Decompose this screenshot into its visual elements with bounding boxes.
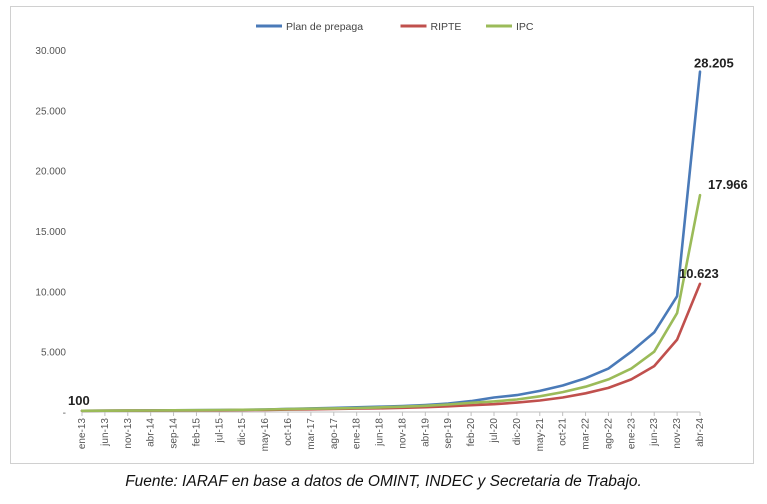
y-tick-label: 10.000	[35, 287, 66, 298]
x-tick-label: ago-17	[329, 418, 340, 450]
x-tick-label: dic-20	[512, 418, 523, 446]
x-tick-label: nov-18	[397, 418, 408, 449]
x-tick-label: jun-23	[649, 418, 660, 447]
y-tick-label: 5.000	[41, 348, 66, 359]
x-tick-label: ago-22	[603, 418, 614, 450]
x-tick-label: feb-15	[191, 418, 202, 447]
series-line-plan-de-prepaga	[80, 70, 702, 413]
x-tick-label: jun-13	[100, 418, 111, 447]
x-tick-label: ene-13	[77, 418, 88, 450]
x-tick-label: dic-15	[237, 418, 248, 446]
end-value-label: 17.966	[708, 177, 748, 192]
x-tick-label: mar-22	[581, 418, 592, 450]
series-line-ipc	[80, 193, 702, 413]
x-tick-label: may-16	[260, 418, 271, 452]
x-tick-label: ene-23	[626, 418, 637, 450]
x-tick-label: mar-17	[306, 418, 317, 450]
x-tick-label: jul-15	[214, 418, 225, 444]
x-tick-label: oct-21	[558, 418, 569, 446]
end-value-label: 10.623	[679, 266, 719, 281]
x-tick-label: abr-14	[146, 418, 157, 447]
x-tick-label: may-21	[535, 418, 546, 452]
y-tick-label: 20.000	[35, 167, 66, 178]
x-tick-label: nov-23	[672, 418, 683, 449]
x-tick-label: abr-24	[695, 418, 706, 447]
x-tick-label: abr-19	[420, 418, 431, 447]
y-tick-label: 30.000	[35, 46, 66, 57]
series-line-ripte	[80, 282, 702, 413]
legend-label: RIPTE	[431, 21, 462, 33]
legend-label: IPC	[516, 21, 534, 33]
x-tick-label: sep-14	[169, 418, 180, 449]
x-tick-label: nov-13	[123, 418, 134, 449]
y-tick-label: -	[63, 408, 66, 419]
x-tick-label: sep-19	[443, 418, 454, 449]
x-tick-label: jun-18	[375, 418, 386, 447]
x-tick-label: jul-20	[489, 418, 500, 444]
y-tick-label: 15.000	[35, 227, 66, 238]
x-tick-label: oct-16	[283, 418, 294, 446]
legend-label: Plan de prepaga	[286, 21, 363, 33]
y-tick-label: 25.000	[35, 106, 66, 117]
end-value-label: 28.205	[694, 56, 734, 71]
start-value-label: 100	[68, 393, 90, 408]
x-tick-label: ene-18	[352, 418, 363, 450]
x-tick-label: feb-20	[466, 418, 477, 447]
line-chart: - 5.000 10.000 15.000 20.000 25.000 30.000 ene-…	[35, 21, 748, 452]
chart-frame	[10, 6, 754, 464]
chart-caption: Fuente: IARAF en base a datos de OMINT, …	[125, 473, 642, 490]
